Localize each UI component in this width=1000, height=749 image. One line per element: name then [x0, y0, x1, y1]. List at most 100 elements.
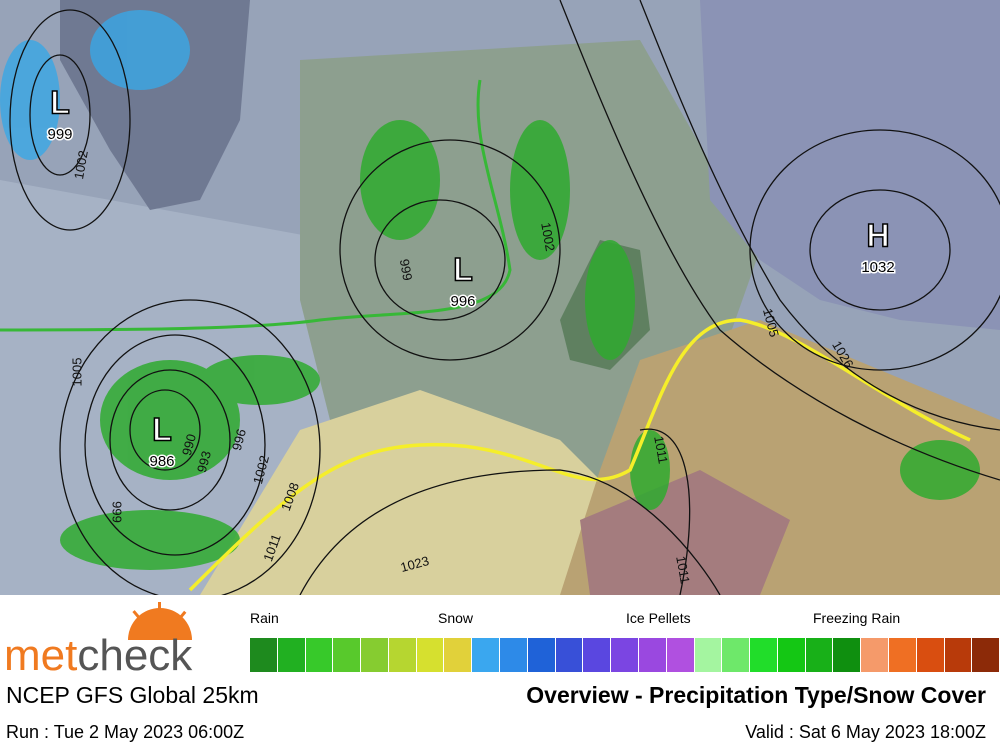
legend-swatch	[583, 638, 612, 672]
isobar-label: 990	[179, 432, 199, 457]
model-name: NCEP GFS Global 25km	[6, 682, 259, 708]
ray	[176, 610, 187, 622]
isobar	[559, 0, 1000, 481]
legend-swatch	[972, 638, 1000, 672]
center-value: 986	[149, 453, 174, 470]
rain-areas	[60, 120, 980, 570]
rain-area	[60, 510, 240, 570]
valid-time: Valid : Sat 6 May 2023 18:00Z	[745, 722, 986, 742]
isobar	[339, 139, 561, 361]
legend-swatch	[277, 638, 306, 672]
isobar-label: 1011	[673, 555, 693, 585]
front-line	[0, 79, 512, 332]
isobar-label: 999	[397, 258, 416, 282]
isobar-labels: 1002999100210059909939961002100810119991…	[69, 149, 856, 585]
legend-swatch	[944, 638, 973, 672]
isobar	[809, 189, 951, 311]
rain-area	[900, 440, 980, 500]
legend-swatches	[250, 638, 1000, 672]
isobar-label: 1005	[69, 358, 84, 387]
isobar-label: 993	[194, 449, 214, 474]
legend-swatch	[916, 638, 945, 672]
isobar	[374, 199, 506, 321]
logo: metcheck	[4, 602, 193, 680]
logo-check: check	[77, 631, 193, 680]
rain-area	[360, 120, 440, 240]
isobar-label: 996	[229, 427, 249, 452]
legend-swatch	[444, 638, 473, 672]
isobar-label: 1002	[71, 149, 91, 180]
isobar-label: 1023	[399, 553, 431, 575]
logo-met: met	[4, 631, 77, 680]
pressure-centers: L 999 L 996 L 986 H 1032	[46, 84, 896, 472]
isobar	[29, 54, 91, 176]
isobar-label: 1002	[538, 221, 558, 252]
center-value: 996	[450, 293, 475, 310]
legend-swatch	[500, 638, 528, 672]
legend-swatch	[638, 638, 667, 672]
legend: Rain Snow Ice Pellets Freezing Rain	[250, 610, 1000, 672]
legend-swatch	[750, 638, 778, 672]
snow-areas	[0, 10, 190, 160]
legend-swatch	[722, 638, 751, 672]
isobar	[129, 389, 201, 471]
isobar	[639, 428, 691, 595]
isobar	[109, 369, 231, 511]
isobar-label: 999	[110, 501, 125, 523]
center-letter: L	[152, 411, 172, 447]
legend-swatch	[527, 638, 556, 672]
sun	[128, 608, 192, 640]
legend-label: Rain	[250, 610, 279, 626]
legend-label: Snow	[438, 610, 474, 626]
scandinavia	[700, 0, 1000, 330]
ray	[132, 610, 143, 622]
legend-swatch	[555, 638, 584, 672]
logo-text: metcheck	[4, 631, 193, 680]
isobars	[9, 0, 1000, 595]
isobar	[84, 334, 266, 556]
iberia	[580, 470, 790, 595]
isobar-label: 1005	[760, 307, 782, 339]
legend-swatch	[611, 638, 639, 672]
isobar	[749, 129, 1000, 371]
center-value: 999	[47, 126, 72, 143]
product-title: Overview - Precipitation Type/Snow Cover	[526, 682, 986, 708]
legend-swatch	[777, 638, 806, 672]
legend-label: Freezing Rain	[813, 610, 901, 626]
snow-area	[0, 40, 60, 160]
rain-area	[585, 240, 635, 360]
legend-label: Ice Pellets	[626, 610, 691, 626]
legend-swatch	[861, 638, 889, 672]
center-letter: L	[50, 84, 70, 120]
legend-swatch	[888, 638, 917, 672]
isobar-label: 1002	[250, 454, 272, 486]
isobar	[639, 0, 1000, 431]
run-time: Run : Tue 2 May 2023 06:00Z	[6, 722, 245, 742]
legend-swatch	[305, 638, 334, 672]
isobar	[299, 469, 721, 595]
legend-swatch	[666, 638, 695, 672]
isobar-label: 1011	[651, 435, 671, 465]
legend-swatch	[805, 638, 834, 672]
ray	[158, 602, 161, 616]
legend-swatch	[388, 638, 417, 672]
legend-swatch	[833, 638, 862, 672]
isobar	[59, 299, 321, 595]
legend-swatch	[416, 638, 445, 672]
rain-area	[510, 120, 570, 260]
legend-swatch	[472, 638, 501, 672]
legend-swatch	[361, 638, 389, 672]
legend-swatch	[333, 638, 362, 672]
logo-sun	[128, 602, 192, 640]
legend-swatch	[250, 638, 278, 672]
legend-swatch	[694, 638, 723, 672]
yellow-shaded-area	[200, 390, 620, 595]
snow-area	[90, 10, 190, 90]
center-letter: H	[866, 217, 889, 253]
center-value: 1032	[861, 259, 894, 276]
center-letter: L	[453, 251, 473, 287]
rain-area	[200, 355, 320, 405]
freezing-line	[188, 318, 971, 592]
